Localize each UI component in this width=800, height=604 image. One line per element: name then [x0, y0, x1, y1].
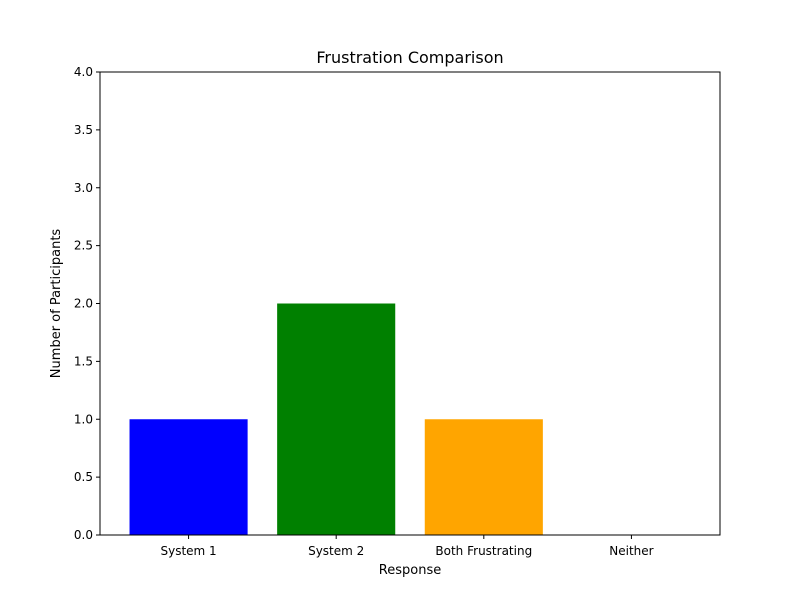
y-tick-label: 2.0	[74, 297, 93, 311]
y-tick-label: 1.0	[74, 412, 93, 426]
y-tick-label: 3.5	[74, 123, 93, 137]
bar-both-frustrating	[424, 419, 543, 535]
y-tick-label: 3.0	[74, 181, 93, 195]
bar-system-1	[129, 419, 248, 535]
y-tick-label: 1.5	[74, 354, 93, 368]
ticks-layer: System 1 System 2 Both Frustrating Neither 0…	[74, 65, 654, 558]
y-tick-label: 0.0	[74, 528, 93, 542]
y-axis-label: Number of Participants	[49, 229, 64, 379]
bar-system-2	[277, 303, 396, 535]
axes-frame	[99, 71, 721, 536]
x-tick-label: System 2	[308, 544, 364, 558]
x-tick-label: Both Frustrating	[435, 544, 532, 558]
bars-layer	[129, 303, 543, 535]
y-tick-label: 0.5	[74, 470, 93, 484]
y-tick-label: 4.0	[74, 65, 93, 79]
x-tick-label: Neither	[609, 544, 653, 558]
chart-title: Frustration Comparison	[316, 48, 503, 67]
x-tick-label: System 1	[160, 544, 216, 558]
y-tick-label: 2.5	[74, 239, 93, 253]
x-axis-label: Response	[379, 563, 441, 578]
